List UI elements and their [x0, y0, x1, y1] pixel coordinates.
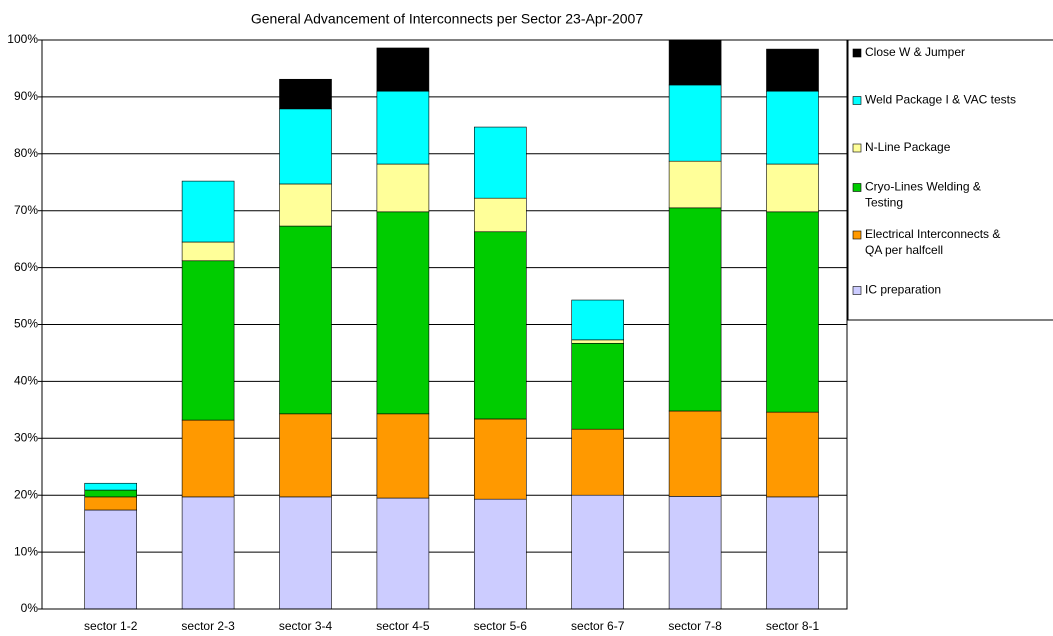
y-tick-label: 40% — [14, 374, 38, 388]
chart-title: General Advancement of Interconnects per… — [251, 11, 643, 27]
y-tick-label: 50% — [14, 317, 38, 331]
bar-segment — [668, 160, 722, 209]
legend-box — [847, 39, 1053, 321]
bar-segment — [376, 163, 430, 213]
bar-segment — [181, 260, 235, 421]
bar-segment — [766, 90, 819, 165]
bar-segment — [473, 126, 527, 199]
bar-segment — [473, 197, 527, 233]
bar-segment — [571, 339, 625, 344]
x-tick-label: sector 4-5 — [376, 619, 430, 633]
x-tick-label: sector 8-1 — [766, 619, 820, 633]
bar-segment — [279, 413, 332, 498]
legend-swatch — [852, 286, 862, 295]
bar-segment — [181, 180, 235, 243]
bar-segment — [279, 183, 332, 227]
bar-segment — [181, 496, 235, 610]
bar-segment — [766, 496, 819, 610]
bar-segment — [279, 108, 332, 185]
bar-segment — [376, 47, 430, 92]
bar-segment — [376, 90, 430, 165]
bar-segment — [84, 496, 137, 511]
bar-segment — [766, 163, 819, 213]
legend-label: Cryo-Lines Welding & Testing — [865, 180, 981, 210]
bar-segment — [473, 231, 527, 420]
x-tick-label: sector 7-8 — [668, 619, 722, 633]
x-tick-label: sector 6-7 — [571, 619, 625, 633]
bar-segment — [84, 482, 137, 491]
bar-segment — [571, 299, 625, 341]
legend-swatch — [852, 96, 862, 105]
legend-label: Electrical Interconnects & QA per halfcel… — [865, 227, 1000, 257]
x-tick-label: sector 5-6 — [474, 619, 528, 633]
bar-segment — [766, 411, 819, 498]
bar-segment — [766, 211, 819, 413]
bar-segment — [668, 410, 722, 497]
x-tick-label: sector 1-2 — [84, 619, 138, 633]
legend-label: IC preparation — [865, 283, 941, 297]
y-tick-label: 30% — [14, 430, 38, 444]
y-tick-label: 60% — [14, 260, 38, 274]
y-tick-label: 100% — [7, 32, 38, 46]
bar-segment — [279, 225, 332, 415]
bar-segment — [571, 494, 625, 610]
y-tick-label: 20% — [14, 487, 38, 501]
bar-segment — [376, 497, 430, 610]
bar-segment — [279, 78, 332, 110]
legend-swatch — [852, 183, 862, 192]
y-tick-label: 0% — [21, 601, 39, 615]
bar-segment — [668, 496, 722, 610]
legend-swatch — [852, 48, 862, 58]
y-tick-label: 90% — [14, 89, 38, 103]
bar-segment — [376, 413, 430, 499]
bar-segment — [766, 48, 819, 92]
legend-swatch — [852, 143, 862, 153]
bar-segment — [571, 342, 625, 430]
bar-segment — [84, 509, 137, 610]
legend-label: Weld Package I & VAC tests — [865, 93, 1016, 107]
bar-segment — [473, 498, 527, 610]
bar-segment — [181, 241, 235, 262]
legend-swatch — [852, 230, 862, 240]
y-tick-label: 80% — [14, 146, 38, 160]
bar-segment — [668, 84, 722, 162]
bar-segment — [473, 418, 527, 500]
bar-segment — [668, 207, 722, 412]
legend-label: Close W & Jumper — [865, 45, 965, 59]
bar-segment — [279, 496, 332, 610]
bar-segment — [571, 428, 625, 496]
legend-label: N-Line Package — [865, 140, 951, 154]
bar-segment — [84, 489, 137, 498]
y-tick-label: 10% — [14, 544, 38, 558]
x-tick-label: sector 3-4 — [279, 619, 333, 633]
bar-segment — [376, 211, 430, 415]
plot-frame — [41, 39, 848, 610]
y-tick-label: 70% — [14, 203, 38, 217]
x-tick-label: sector 2-3 — [181, 619, 235, 633]
bar-segment — [181, 419, 235, 498]
bar-segment — [668, 39, 722, 86]
